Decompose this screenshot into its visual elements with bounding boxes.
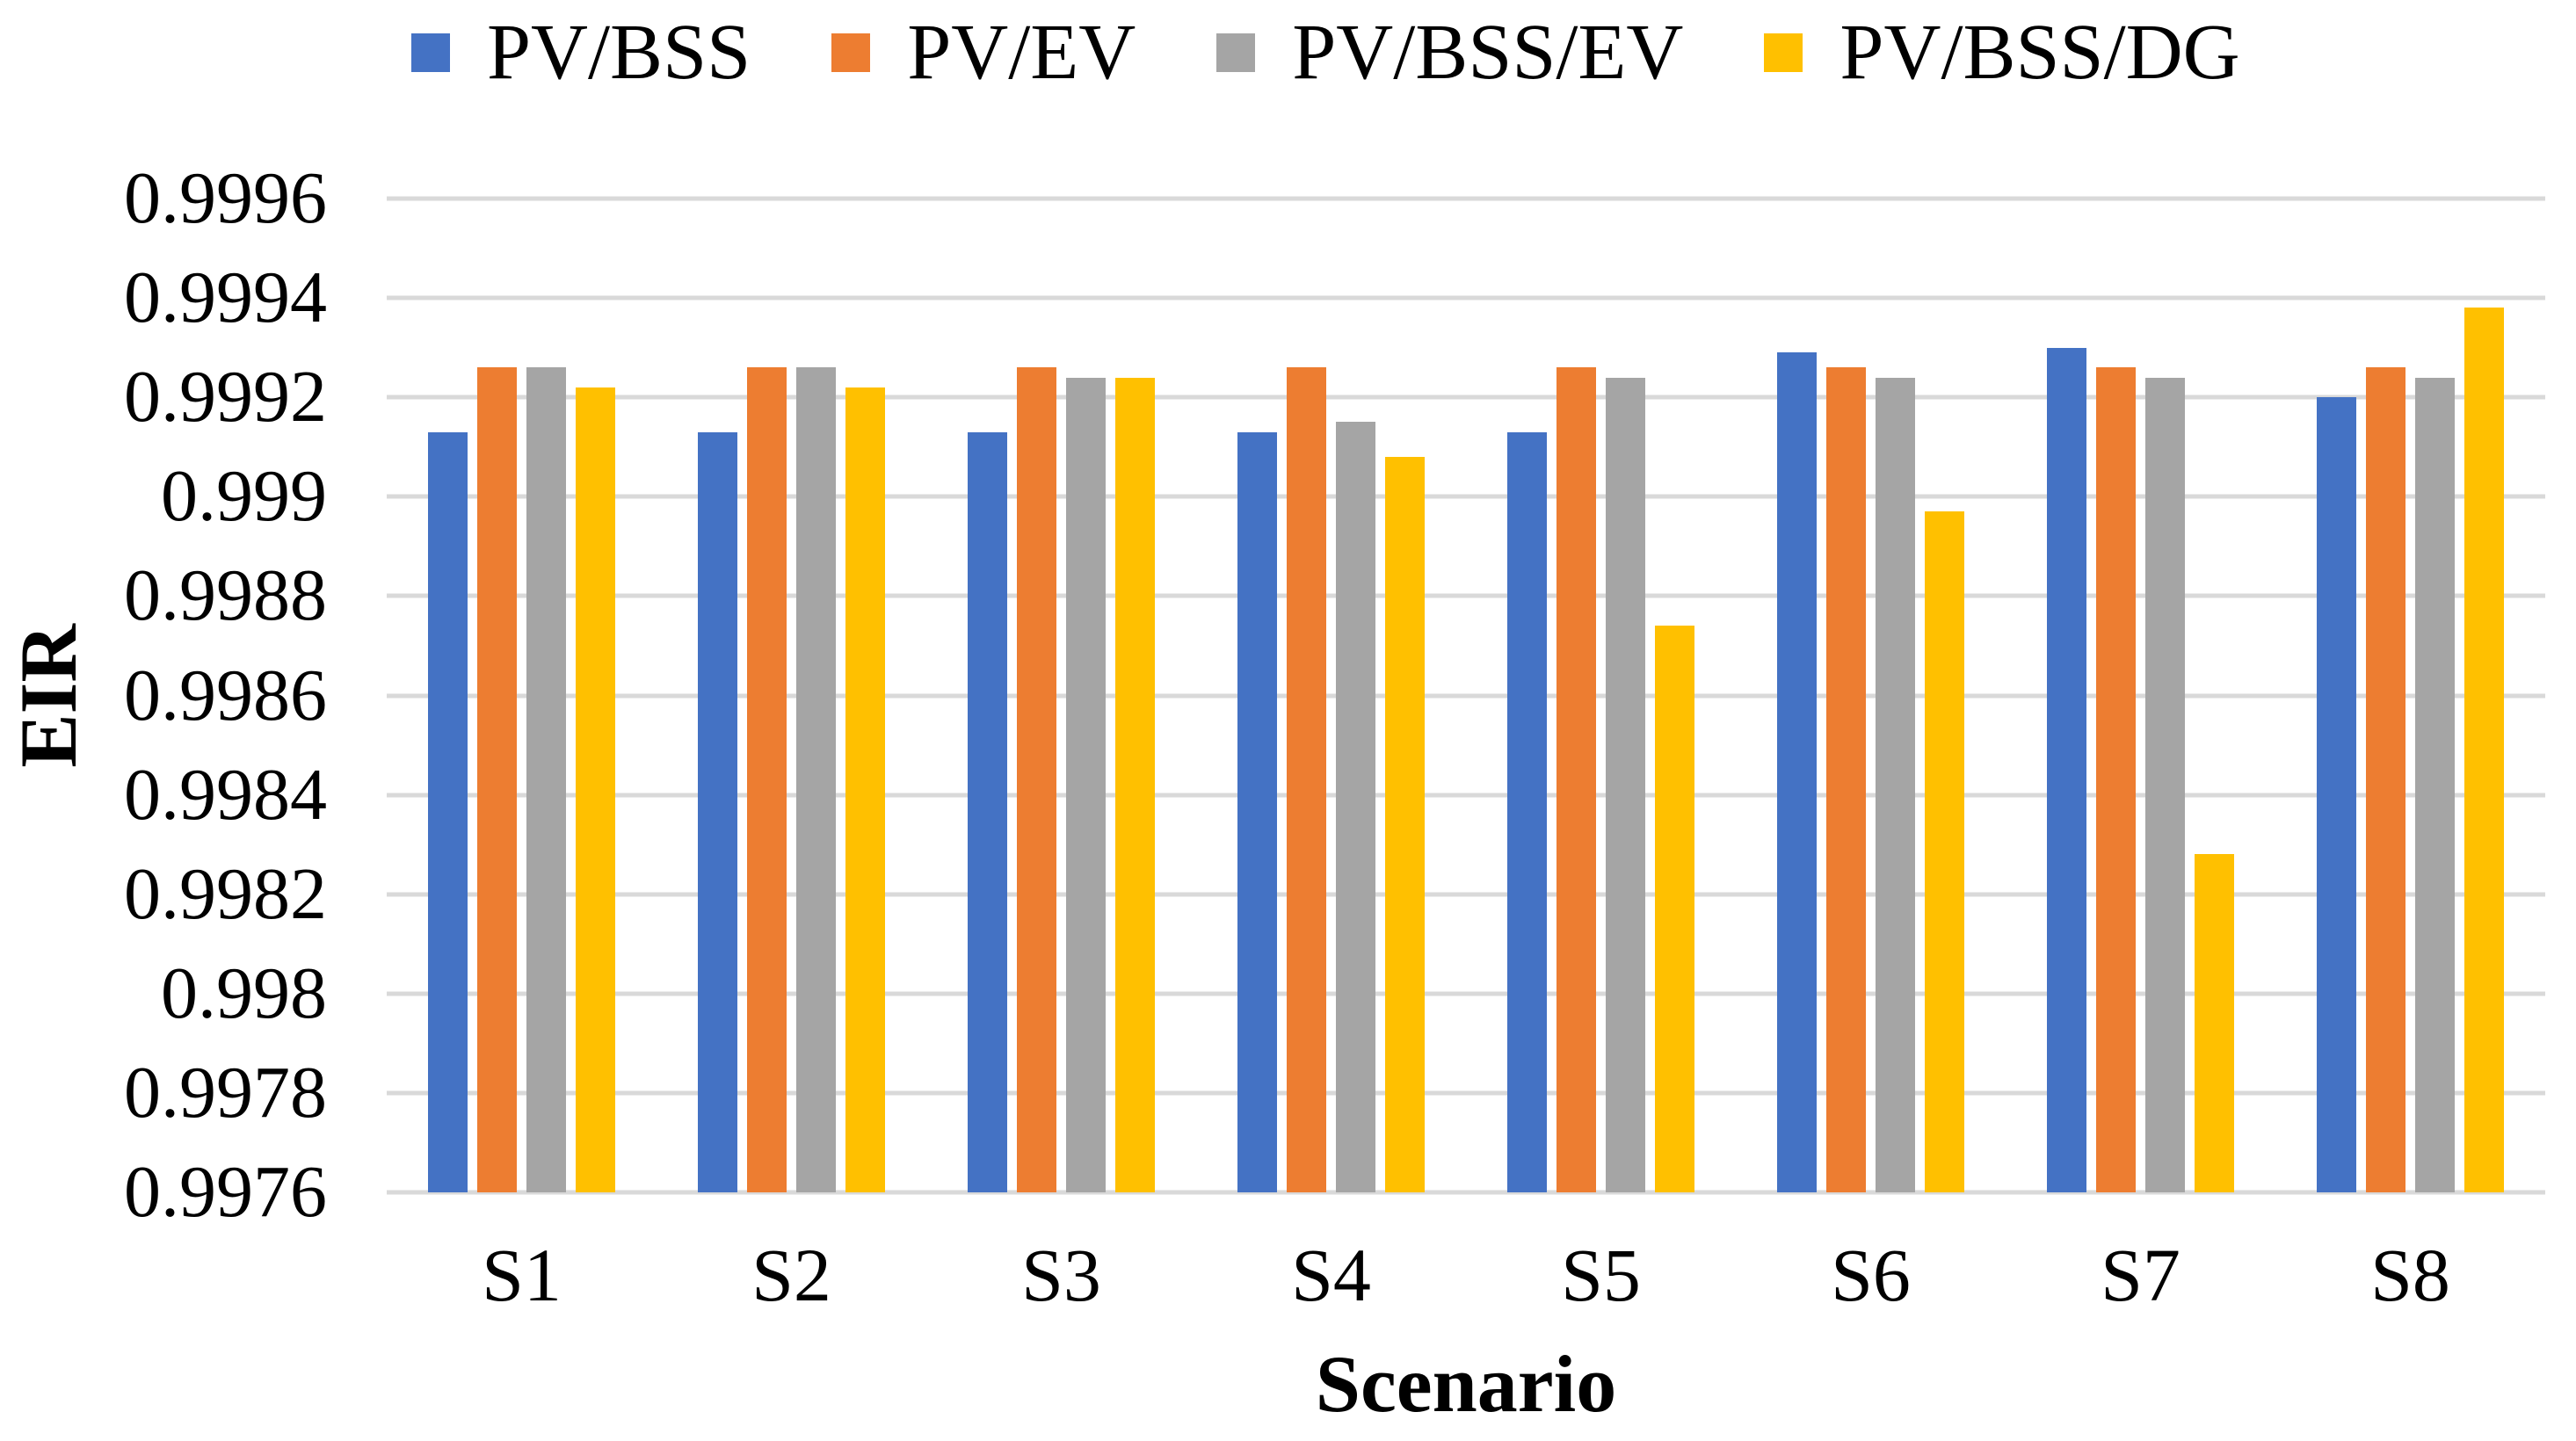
legend-label: PV/BSS/DG bbox=[1839, 9, 2240, 96]
y-tick-label: 0.9986 bbox=[124, 654, 327, 736]
gridline bbox=[387, 395, 2545, 400]
legend-item-pv-bss: PV/BSS bbox=[411, 13, 751, 92]
x-tick-label-s7: S7 bbox=[2101, 1233, 2181, 1317]
x-tick-label-s6: S6 bbox=[1831, 1233, 1911, 1317]
bar-s2-pv-bss-ev bbox=[796, 367, 836, 1192]
x-axis-tick-labels: S1 S2 S3 S4 S5 S6 S7 S8 bbox=[387, 1237, 2545, 1313]
x-tick-label-s3: S3 bbox=[1021, 1233, 1101, 1317]
bar-s6-pv-bss-ev bbox=[1876, 377, 1915, 1192]
bar-s3-pv-bss bbox=[968, 431, 1007, 1192]
x-tick-label-s4: S4 bbox=[1291, 1233, 1371, 1317]
bar-s1-pv-bss bbox=[428, 431, 468, 1192]
bar-s1-pv-ev bbox=[477, 367, 517, 1192]
y-tick-label: 0.9978 bbox=[124, 1051, 327, 1133]
y-tick-label: 0.999 bbox=[161, 455, 327, 538]
bar-s8-pv-bss bbox=[2317, 397, 2356, 1192]
bar-group-s7 bbox=[2006, 199, 2275, 1192]
bar-s2-pv-bss bbox=[698, 431, 737, 1192]
y-tick-label: 0.9982 bbox=[124, 852, 327, 935]
legend-swatch-icon bbox=[411, 33, 450, 72]
y-axis-title: EIR bbox=[4, 624, 93, 768]
gridline bbox=[387, 892, 2545, 897]
x-tick-label-s5: S5 bbox=[1561, 1233, 1641, 1317]
legend-swatch-icon bbox=[1764, 33, 1803, 72]
gridline bbox=[387, 494, 2545, 499]
bar-s3-pv-bss-dg bbox=[1115, 377, 1155, 1192]
bar-s6-pv-bss bbox=[1777, 352, 1817, 1192]
legend-swatch-icon bbox=[1216, 33, 1256, 72]
y-tick-label: 0.9984 bbox=[124, 753, 327, 836]
bar-s2-pv-ev bbox=[747, 367, 787, 1192]
bar-s7-pv-bss-ev bbox=[2145, 377, 2185, 1192]
gridline bbox=[387, 295, 2545, 301]
legend-label: PV/EV bbox=[907, 9, 1136, 96]
y-tick-label: 0.998 bbox=[161, 952, 327, 1034]
legend: PV/BSS PV/EV PV/BSS/EV PV/BSS/DG bbox=[411, 7, 2240, 98]
bar-group-s4 bbox=[1196, 199, 1466, 1192]
bar-s7-pv-ev bbox=[2096, 367, 2136, 1192]
bar-s5-pv-ev bbox=[1556, 367, 1596, 1192]
plot-area bbox=[387, 196, 2545, 1195]
bar-s4-pv-ev bbox=[1287, 367, 1326, 1192]
y-tick-label: 0.9994 bbox=[124, 257, 327, 339]
bar-s8-pv-ev bbox=[2366, 367, 2405, 1192]
bar-group-s8 bbox=[2275, 199, 2545, 1192]
bar-s4-pv-bss bbox=[1237, 431, 1277, 1192]
bar-s6-pv-ev bbox=[1826, 367, 1866, 1192]
x-tick-label-s2: S2 bbox=[751, 1233, 831, 1317]
y-axis-tick-labels: 0.9996 0.9994 0.9992 0.999 0.9988 0.9986 0.998… bbox=[88, 162, 327, 1229]
gridline bbox=[387, 196, 2545, 201]
legend-item-pv-bss-dg: PV/BSS/DG bbox=[1764, 9, 2240, 96]
bar-s5-pv-bss-ev bbox=[1606, 377, 1645, 1192]
bar-s3-pv-bss-ev bbox=[1066, 377, 1106, 1192]
bar-s8-pv-bss-dg bbox=[2464, 308, 2504, 1192]
bar-s8-pv-bss-ev bbox=[2415, 377, 2455, 1192]
y-tick-label: 0.9976 bbox=[124, 1151, 327, 1233]
bar-s6-pv-bss-dg bbox=[1925, 511, 1964, 1192]
gridline bbox=[387, 593, 2545, 598]
legend-item-pv-bss-ev: PV/BSS/EV bbox=[1216, 13, 1683, 92]
gridline bbox=[387, 793, 2545, 798]
gridline bbox=[387, 1090, 2545, 1096]
bar-s4-pv-bss-ev bbox=[1336, 422, 1375, 1192]
legend-item-pv-ev: PV/EV bbox=[831, 13, 1136, 92]
gridlines bbox=[387, 196, 2545, 1195]
gridline bbox=[387, 991, 2545, 996]
x-tick-label-s8: S8 bbox=[2370, 1233, 2450, 1317]
bar-group-s1 bbox=[387, 199, 657, 1192]
gridline bbox=[387, 693, 2545, 698]
x-axis-title: Scenario bbox=[1315, 1339, 1617, 1429]
bar-s4-pv-bss-dg bbox=[1385, 457, 1425, 1192]
y-tick-label: 0.9988 bbox=[124, 554, 327, 637]
y-tick-label: 0.9992 bbox=[124, 356, 327, 438]
bar-s7-pv-bss bbox=[2047, 347, 2086, 1192]
x-tick-label-s1: S1 bbox=[482, 1233, 562, 1317]
bar-s5-pv-bss bbox=[1507, 431, 1547, 1192]
bar-s1-pv-bss-ev bbox=[526, 367, 566, 1192]
bar-s7-pv-bss-dg bbox=[2195, 854, 2234, 1192]
legend-label: PV/BSS/EV bbox=[1292, 9, 1684, 96]
bar-groups bbox=[387, 199, 2545, 1192]
bar-s5-pv-bss-dg bbox=[1655, 626, 1694, 1192]
bar-s3-pv-ev bbox=[1017, 367, 1056, 1192]
bar-group-s6 bbox=[1736, 199, 2006, 1192]
bar-group-s2 bbox=[657, 199, 926, 1192]
bar-group-s5 bbox=[1466, 199, 1736, 1192]
legend-label: PV/BSS bbox=[487, 9, 751, 96]
legend-swatch-icon bbox=[831, 33, 871, 72]
bar-s1-pv-bss-dg bbox=[576, 387, 615, 1192]
bar-group-s3 bbox=[926, 199, 1196, 1192]
y-tick-label: 0.9996 bbox=[124, 157, 327, 239]
bar-s2-pv-bss-dg bbox=[845, 387, 885, 1192]
gridline bbox=[387, 1190, 2545, 1195]
